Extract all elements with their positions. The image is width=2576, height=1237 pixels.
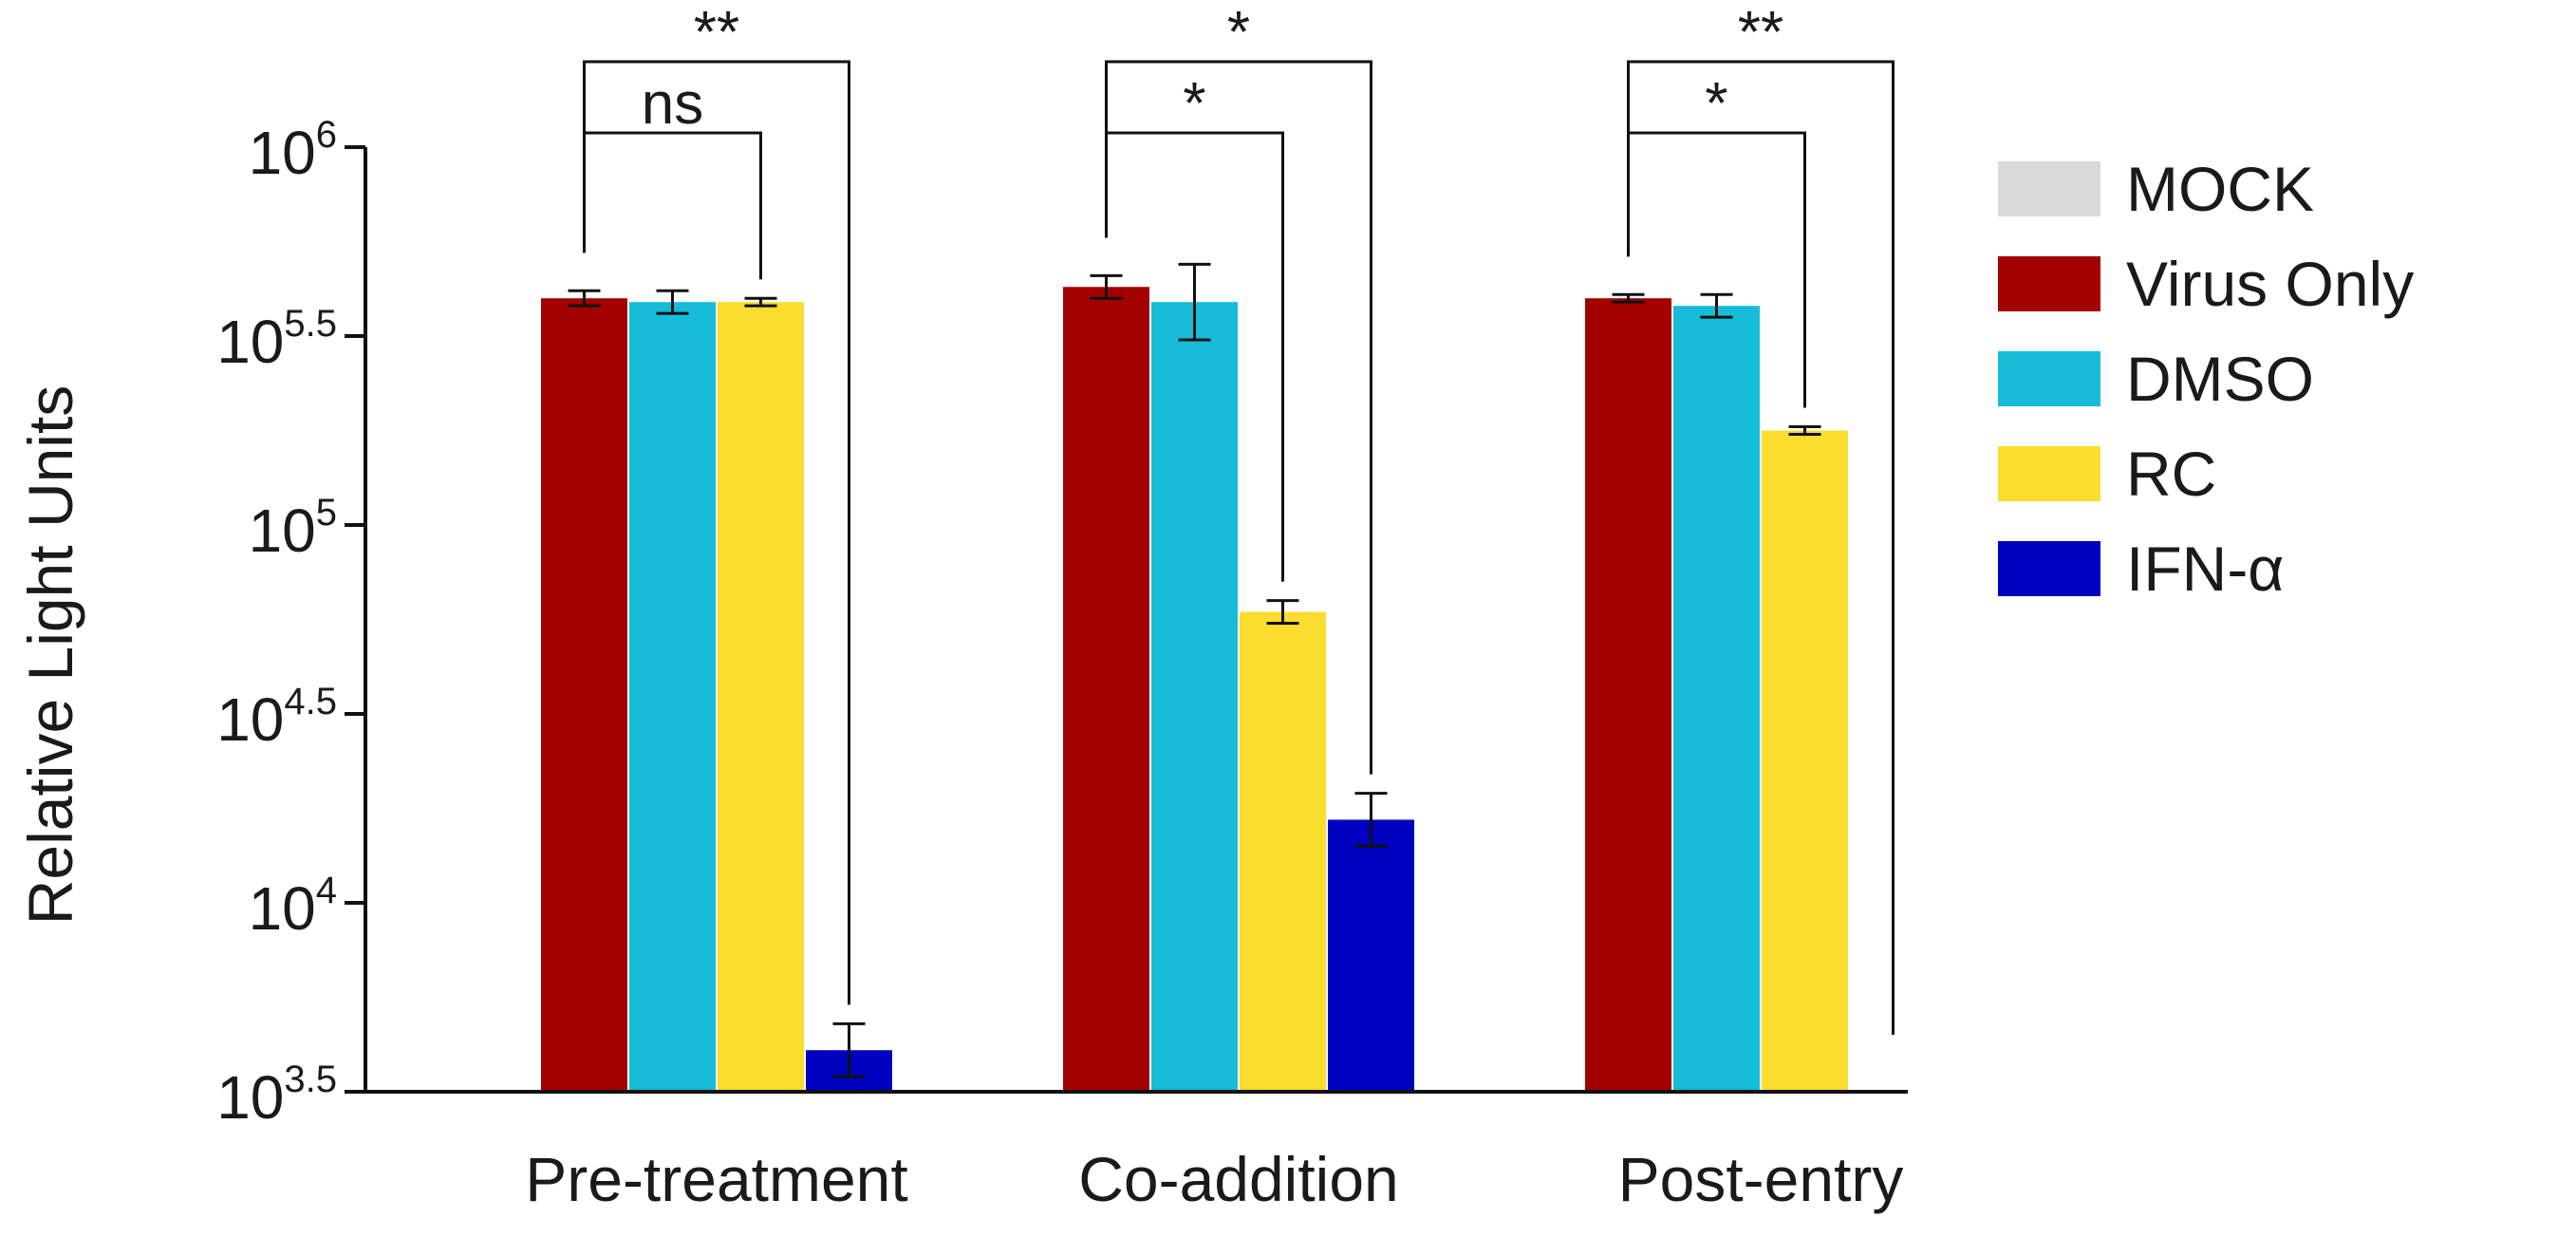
legend-swatch [1998,161,2100,216]
significance-label: ** [694,0,739,66]
bar-post-entry-dmso [1673,306,1760,1092]
category-label: Pre-treatment [525,1144,907,1214]
legend-swatch [1998,446,2100,501]
significance-layer: ns******* [583,0,1895,1035]
legend-label: RC [2126,439,2216,509]
category-label: Co-addition [1078,1144,1399,1214]
legend-label: Virus Only [2126,249,2414,319]
category-labels: Pre-treatment Co-addition Post-entry [525,1144,1903,1214]
axes-layer: 103.5 104 104.5 105 105.5 106 [216,114,1908,1132]
bar-pre-treatment-dmso [629,302,716,1092]
legend-swatch [1998,256,2100,311]
significance-label: * [1227,0,1250,66]
bars-layer [541,287,1848,1092]
error-bars-layer [568,262,1821,1078]
bar-post-entry-rc [1762,430,1848,1092]
y-axis-title: Relative Light Units [15,385,85,926]
legend-label: IFN-α [2126,534,2284,604]
significance-bracket [1627,60,1895,1035]
y-tick-label: 105 [249,492,337,565]
legend-label: MOCK [2126,154,2314,224]
legend-label: DMSO [2126,344,2314,414]
y-tick-label: 106 [249,114,337,187]
bar-pre-treatment-virus-only [541,298,627,1092]
bar-co-addition-dmso [1151,302,1238,1092]
y-tick-label: 105.5 [216,303,337,376]
significance-bracket [583,60,850,1005]
significance-label: ns [642,71,703,137]
bar-co-addition-virus-only [1063,287,1149,1092]
significance-bracket [583,131,762,280]
significance-bracket [1105,60,1372,775]
legend: MOCK Virus Only DMSO RC IFN-α [1998,154,2414,604]
bar-pre-treatment-rc [718,302,804,1092]
bar-post-entry-virus-only [1585,298,1671,1092]
bar-co-addition-rc [1240,611,1326,1092]
legend-swatch [1998,351,2100,406]
significance-label: * [1183,71,1205,137]
y-tick-label: 104 [249,870,337,943]
significance-label: ** [1738,0,1783,66]
category-label: Post-entry [1618,1144,1904,1214]
y-tick-label: 103.5 [216,1059,337,1132]
y-tick-label: 104.5 [216,681,337,754]
bar-co-addition-ifn- [1328,819,1414,1092]
legend-swatch [1998,541,2100,596]
significance-label: * [1705,71,1727,137]
